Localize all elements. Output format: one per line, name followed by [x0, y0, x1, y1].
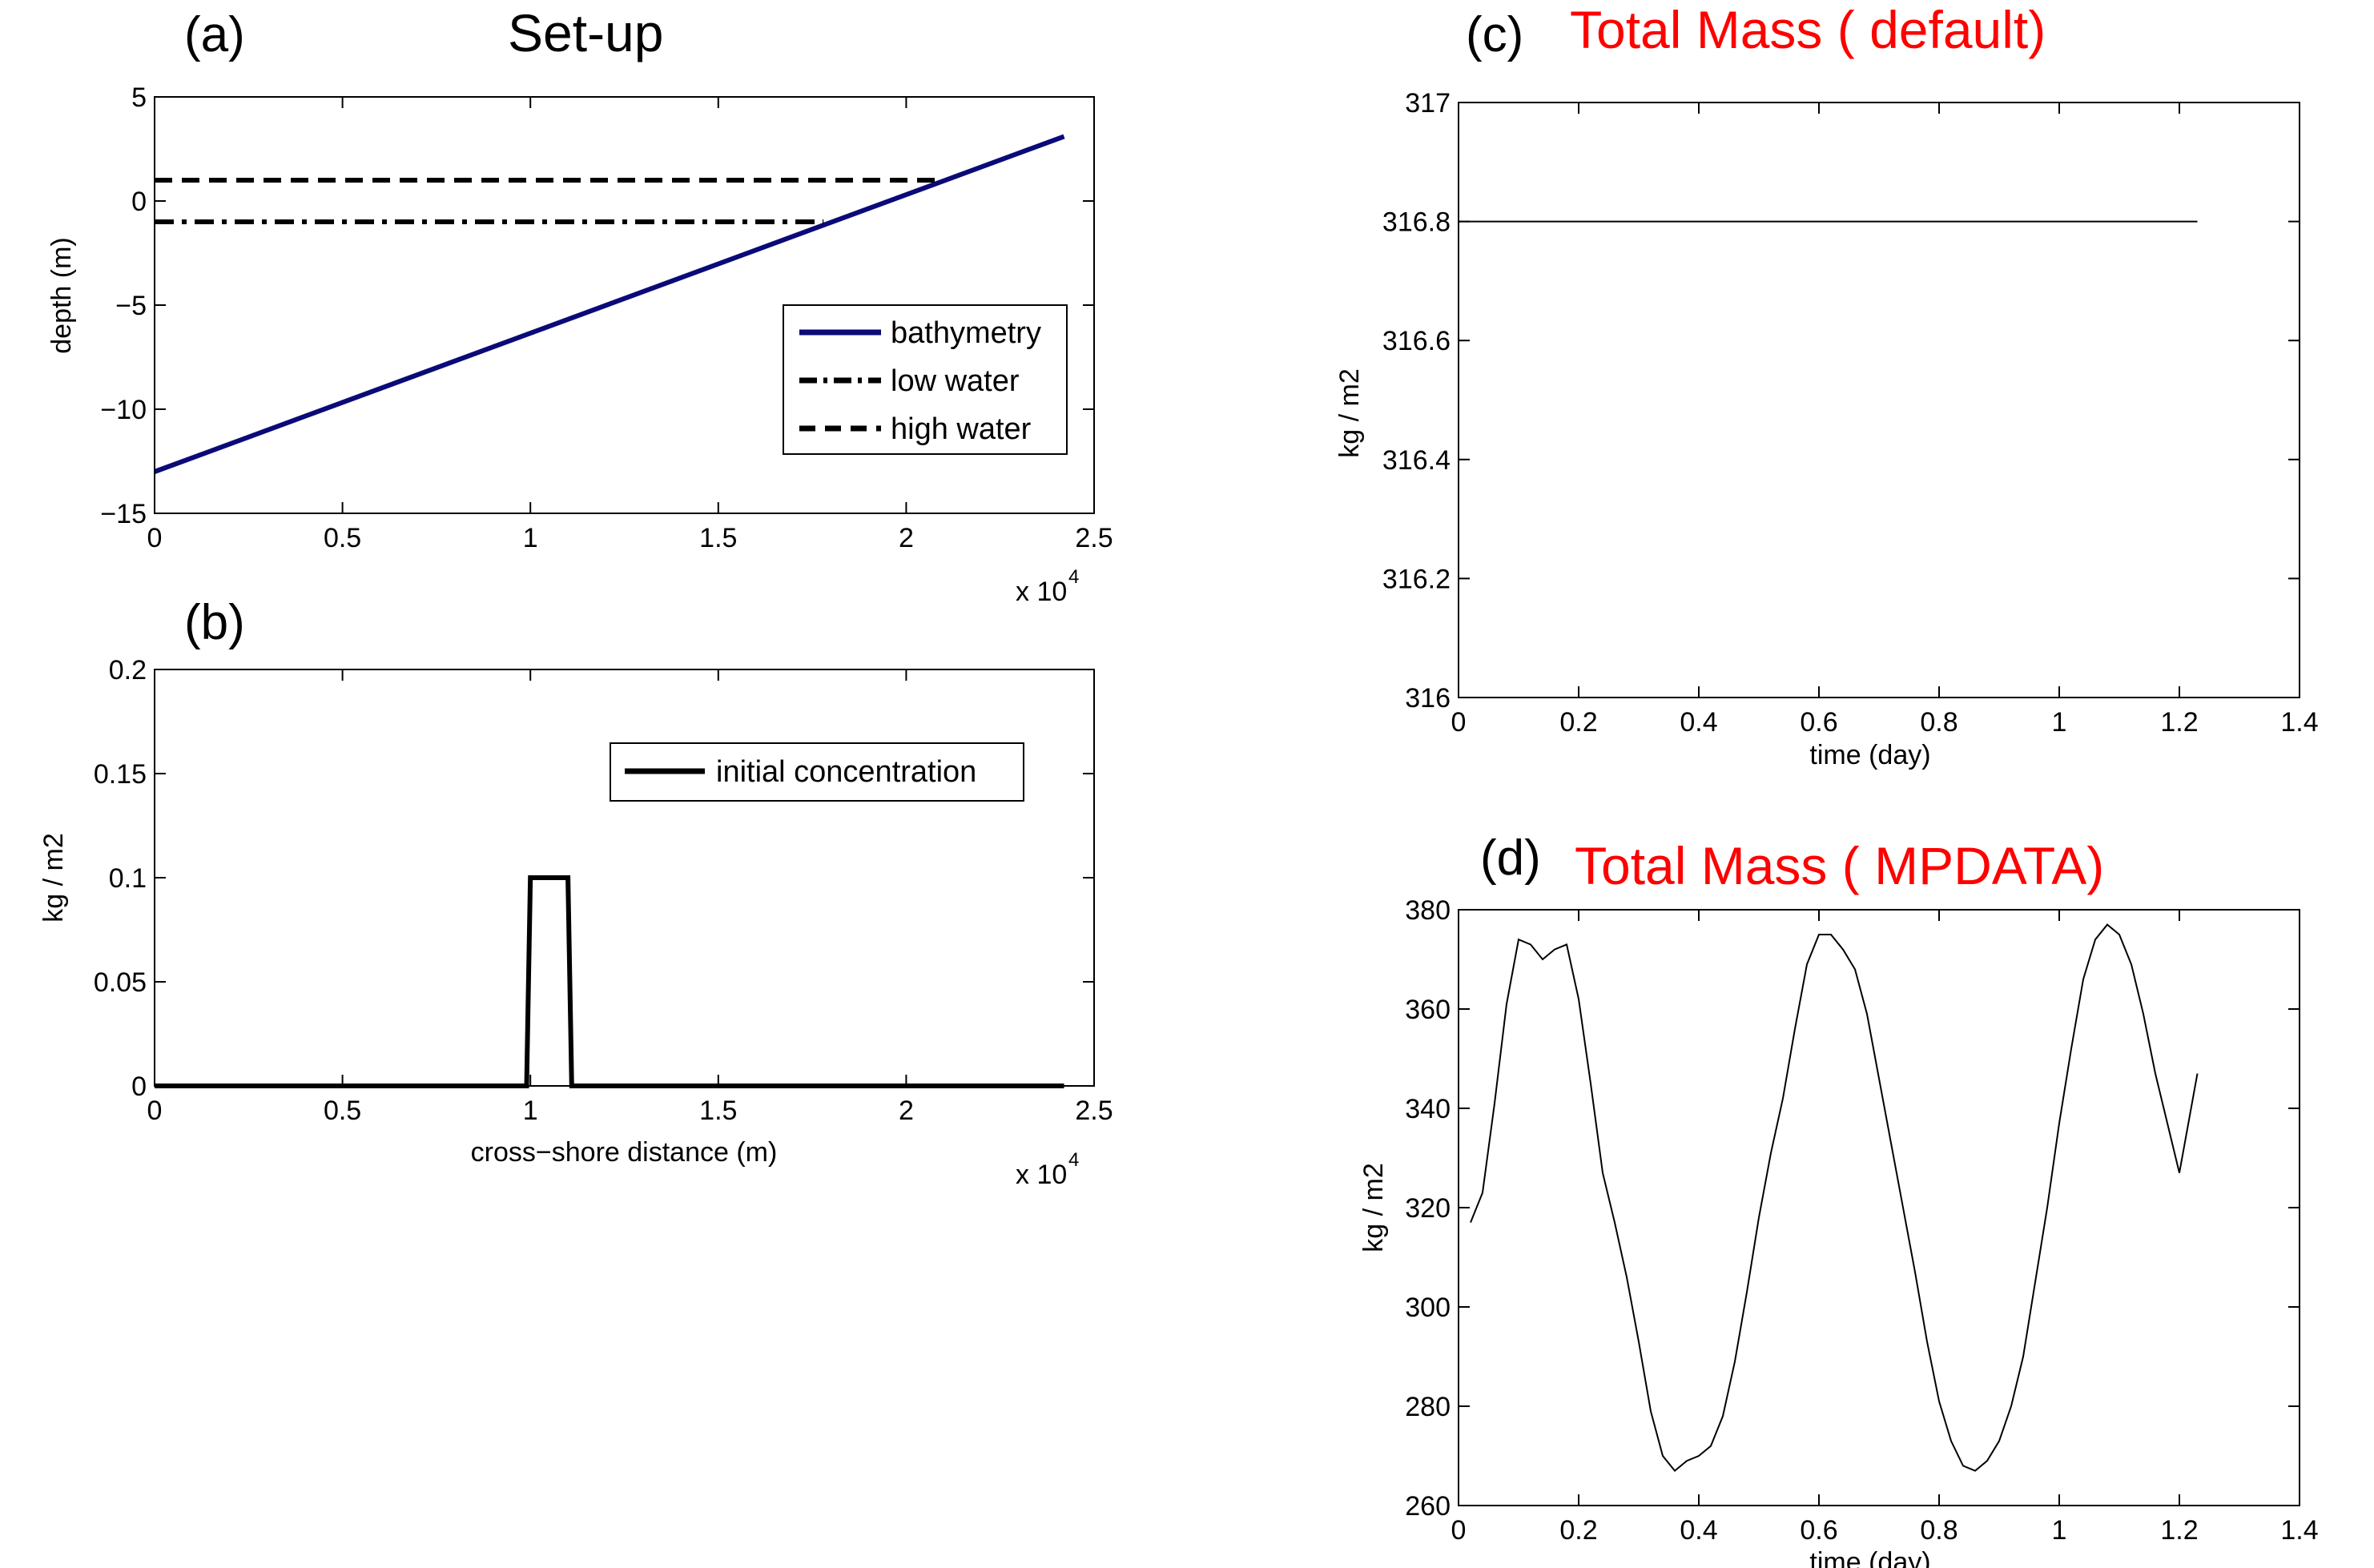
panel-d-line-series-0 [1470, 923, 2199, 1473]
panel-b-ylabel: kg / m2 [38, 833, 69, 922]
panel-b-initial: (b) kg / m2 cross−shore distance (m) x 1… [38, 595, 1113, 1190]
panel-c-x-tick-label: 1.4 [2280, 707, 2318, 738]
panel-c-y-tick-label: 316.6 [1382, 326, 1451, 356]
panel-c-y-tick-label: 316.8 [1382, 207, 1451, 238]
legend-entry-high-water: high water [891, 412, 1032, 446]
panel-a-setup: (a) Set-up depth (m) x 10 4 0 0.5 1 1.5 2 2.5… [46, 3, 1113, 607]
panel-b-x-tick-label: 0 [147, 1096, 163, 1126]
panel-d-label: (d) [1480, 830, 1541, 886]
panel-c-y-tick-label: 316.2 [1382, 564, 1451, 594]
panel-b-y-tick-label: 0.05 [94, 967, 147, 998]
panel-b-y-tick-label: 0 [131, 1071, 147, 1102]
legend-entry-low-water: low water [891, 364, 1020, 398]
panel-a-y-tick-label: −5 [115, 291, 147, 321]
panel-b-axes-box [154, 669, 1095, 1087]
panel-d-ylabel: kg / m2 [1358, 1163, 1389, 1252]
panel-a-y-tick-label: 0 [131, 187, 147, 217]
panel-d-y-tick-label: 340 [1405, 1094, 1451, 1124]
panel-d-x-tick-label: 0.8 [1920, 1515, 1958, 1546]
panel-d-y-tick-label: 320 [1405, 1193, 1451, 1224]
panel-a-y-tick-label: 5 [131, 82, 147, 113]
panel-d-title: Total Mass ( MPDATA) [1575, 836, 2104, 895]
panel-d-x-tick-label: 1 [2052, 1515, 2067, 1546]
panel-b-y-tick-label: 0.2 [109, 655, 147, 685]
panel-a-ylabel: depth (m) [46, 237, 77, 354]
panel-c-title: Total Mass ( default) [1570, 0, 2046, 59]
panel-a-series [153, 134, 1065, 474]
panel-d-x-tick-label: 1.4 [2280, 1515, 2318, 1546]
panel-c-y-tick-label: 316.4 [1382, 445, 1451, 476]
panel-a-axes-box [154, 96, 1095, 514]
panel-c-ylabel: kg / m2 [1334, 368, 1365, 457]
panel-b-xlabel: cross−shore distance (m) [471, 1137, 778, 1168]
panel-b-label: (b) [184, 595, 245, 650]
panel-a-x-tick-label: 2 [899, 523, 914, 553]
panel-d-xlabel: time (day) [1809, 1547, 1930, 1568]
panel-c-y-tick-label: 317 [1405, 88, 1451, 119]
panel-b-legend: initial concentration [610, 742, 1024, 802]
panel-d-x-tick-label: 0 [1451, 1515, 1467, 1546]
panel-d-x-tick-label: 1.2 [2160, 1515, 2198, 1546]
panel-a-x-multiplier: x 10 4 [1016, 566, 1079, 607]
panel-a-x-multiplier-exponent: 4 [1068, 566, 1079, 588]
panel-d-series [1470, 923, 2199, 1473]
panel-a-x-tick-label: 0 [147, 523, 163, 553]
panel-a-y-tick-label: −10 [100, 395, 147, 425]
panel-c-x-tick-label: 1.2 [2160, 707, 2198, 738]
panel-c-x-tick-label: 1 [2052, 707, 2067, 738]
panel-c-y-ticks: 316 316.2 316.4 316.6 316.8 317 [1382, 88, 2300, 714]
panel-d-x-tick-label: 0.4 [1680, 1515, 1717, 1546]
panel-d-total-mass-mpdata: (d) Total Mass ( MPDATA) kg / m2 time (d… [1358, 830, 2319, 1568]
legend-entry-bathymetry: bathymetry [891, 316, 1041, 350]
panel-b-x-ticks: 0 0.5 1 1.5 2 2.5 [147, 669, 1113, 1126]
panel-d-axes-box [1458, 909, 2300, 1506]
panel-b-y-ticks: 0 0.05 0.1 0.15 0.2 [94, 655, 1094, 1102]
panel-c-x-tick-label: 0 [1451, 707, 1467, 738]
panel-d-y-ticks: 260 280 300 320 340 360 380 [1405, 895, 2300, 1522]
panel-a-y-ticks: −15 −10 −5 0 5 [100, 82, 1094, 529]
panel-d-y-tick-label: 260 [1405, 1491, 1451, 1522]
panel-d-y-tick-label: 380 [1405, 895, 1451, 926]
panel-d-y-tick-label: 280 [1405, 1392, 1451, 1422]
panel-c-x-ticks: 0 0.2 0.4 0.6 0.8 1 1.2 1.4 [1451, 103, 2319, 738]
legend-entry-initial-concentration: initial concentration [716, 755, 976, 789]
panel-a-label: (a) [184, 7, 245, 62]
panel-d-x-ticks: 0 0.2 0.4 0.6 0.8 1 1.2 1.4 [1451, 910, 2319, 1546]
panel-c-x-tick-label: 0.6 [1800, 707, 1837, 738]
panel-a-line-bathymetry [153, 134, 1065, 474]
panel-d-x-tick-label: 0.2 [1559, 1515, 1597, 1546]
panel-b-x-tick-label: 2 [899, 1096, 914, 1126]
panel-a-x-tick-label: 1 [523, 523, 538, 553]
panel-c-xlabel: time (day) [1809, 740, 1930, 770]
panel-c-label: (c) [1466, 7, 1523, 62]
panel-c-total-mass-default: (c) Total Mass ( default) kg / m2 time (… [1334, 0, 2319, 770]
panel-b-x-tick-label: 1.5 [699, 1096, 737, 1126]
panel-b-line-initial-concentration [155, 875, 1064, 1088]
panel-a-title: Set-up [508, 3, 663, 62]
panel-d-x-tick-label: 0.6 [1800, 1515, 1837, 1546]
panel-a-x-multiplier-base: x 10 [1016, 577, 1067, 607]
panel-c-axes-box [1458, 102, 2300, 698]
panel-b-x-tick-label: 1 [523, 1096, 538, 1126]
panel-c-x-tick-label: 0.8 [1920, 707, 1958, 738]
panel-b-x-multiplier-exponent: 4 [1068, 1149, 1079, 1171]
panel-a-y-tick-label: −15 [100, 499, 147, 529]
panel-b-x-multiplier: x 10 4 [1016, 1149, 1079, 1190]
panel-b-series [155, 875, 1064, 1088]
panel-d-y-tick-label: 300 [1405, 1293, 1451, 1323]
panel-b-x-tick-label: 2.5 [1075, 1096, 1113, 1126]
panel-c-y-tick-label: 316 [1405, 683, 1451, 714]
panel-b-x-multiplier-base: x 10 [1016, 1160, 1067, 1190]
panel-b-y-tick-label: 0.15 [94, 759, 147, 790]
panel-a-x-tick-label: 2.5 [1075, 523, 1113, 553]
panel-a-legend: bathymetry low water high water [783, 304, 1068, 455]
panel-a-x-tick-label: 1.5 [699, 523, 737, 553]
panel-b-x-tick-label: 0.5 [324, 1096, 361, 1126]
panel-a-x-tick-label: 0.5 [324, 523, 361, 553]
panel-b-y-tick-label: 0.1 [109, 863, 147, 894]
panel-d-y-tick-label: 360 [1405, 995, 1451, 1025]
panel-c-x-tick-label: 0.2 [1559, 707, 1597, 738]
panel-c-x-tick-label: 0.4 [1680, 707, 1717, 738]
